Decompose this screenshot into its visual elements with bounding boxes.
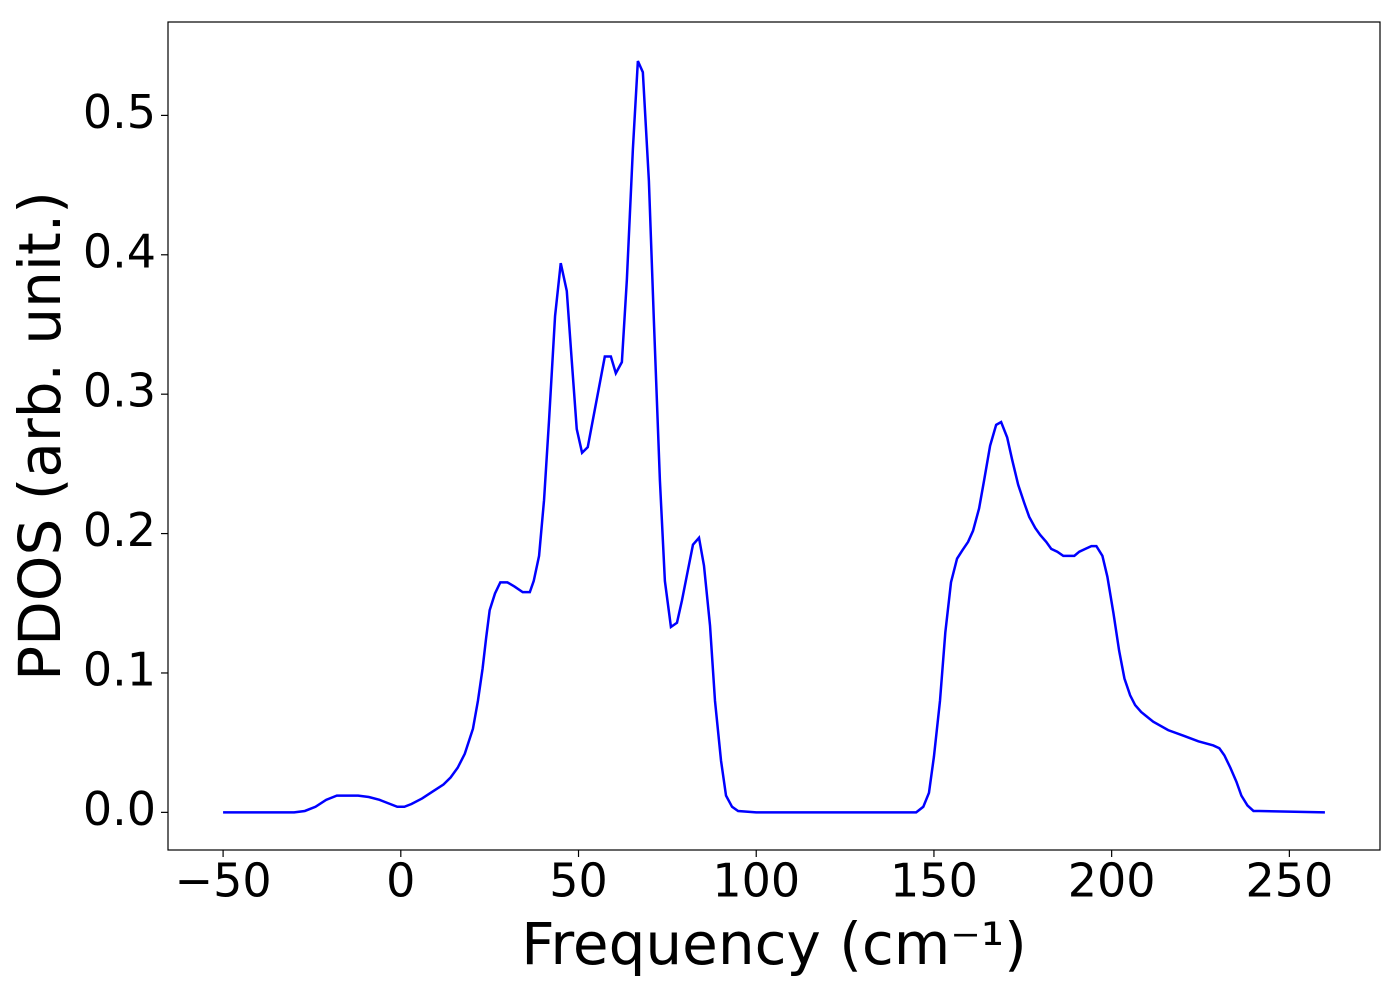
y-tick-label: 0.3: [83, 364, 156, 418]
x-tick-label: 200: [1068, 854, 1156, 908]
x-tick-label: 150: [890, 854, 978, 908]
line-series: [223, 60, 1325, 814]
y-tick-label: 0.4: [83, 224, 156, 278]
y-tick-label: 0.0: [83, 782, 156, 836]
y-tick-label: 0.5: [83, 85, 156, 139]
x-tick-label: −50: [175, 854, 272, 908]
x-axis-label: Frequency (cm⁻¹): [521, 910, 1027, 978]
plot-frame: [167, 21, 1381, 851]
x-tick-label: 100: [712, 854, 800, 908]
y-axis-label: PDOS (arb. unit.): [6, 191, 74, 681]
x-tick-label: 50: [549, 854, 608, 908]
y-tick-label: 0.2: [83, 503, 156, 557]
x-tick-label: 0: [386, 854, 415, 908]
y-tick-label: 0.1: [83, 642, 156, 696]
x-tick-label: 250: [1245, 854, 1333, 908]
